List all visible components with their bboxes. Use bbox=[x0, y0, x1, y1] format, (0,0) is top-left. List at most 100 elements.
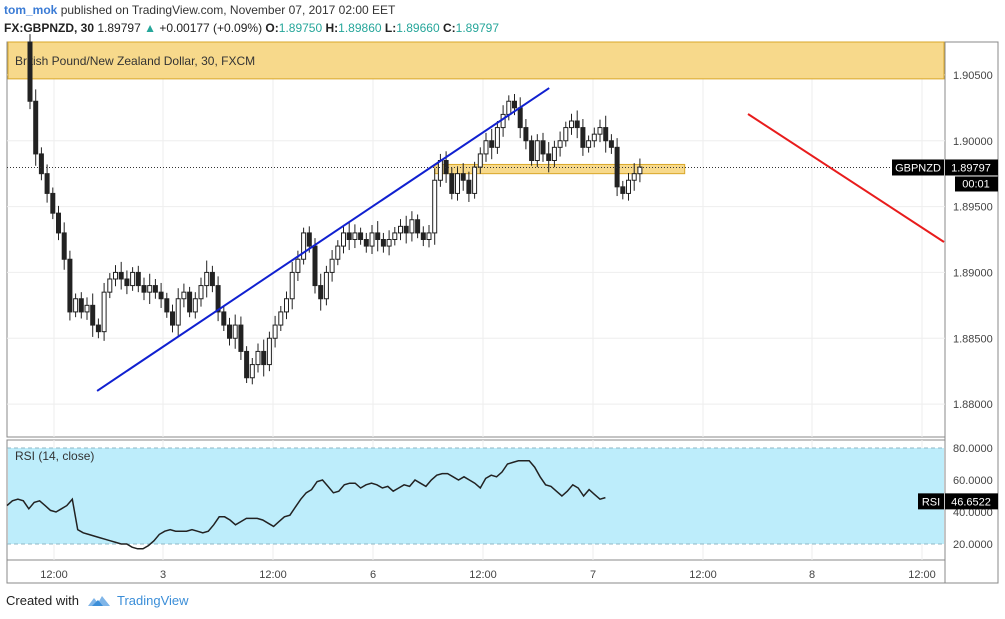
candle-body bbox=[358, 232, 364, 241]
price-axis bbox=[944, 41, 999, 584]
candle-body bbox=[363, 239, 369, 247]
candle-body bbox=[335, 245, 341, 260]
y-tick-label: 1.89000 bbox=[953, 267, 993, 279]
rsi-tick-label: 20.0000 bbox=[953, 539, 993, 551]
candle-body bbox=[563, 127, 569, 142]
up-arrow-icon: ▲ bbox=[144, 21, 156, 35]
candle-body bbox=[67, 258, 73, 313]
candle-body bbox=[284, 298, 289, 313]
rsi-label-badge bbox=[918, 493, 944, 510]
candle-body bbox=[569, 120, 574, 129]
candle-body bbox=[306, 232, 312, 247]
price-badge bbox=[945, 159, 998, 176]
candle-body bbox=[626, 179, 631, 194]
candle-body bbox=[432, 179, 438, 234]
candle-body bbox=[232, 324, 238, 339]
x-tick-label: 8 bbox=[809, 569, 815, 581]
candle-body bbox=[124, 278, 130, 287]
candle-body bbox=[272, 324, 278, 339]
candle-body bbox=[278, 311, 284, 326]
low-label: L: bbox=[384, 21, 397, 35]
candle-body bbox=[386, 239, 392, 247]
candle-body bbox=[295, 258, 301, 273]
candle-body bbox=[73, 298, 79, 313]
candle-body bbox=[494, 127, 500, 148]
x-tick-label: 12:00 bbox=[259, 569, 287, 581]
candle-body bbox=[135, 271, 141, 287]
x-tick-label: 6 bbox=[370, 569, 376, 581]
candle-body bbox=[238, 324, 244, 352]
candle-body bbox=[483, 140, 489, 155]
candle-body bbox=[27, 41, 33, 102]
author-name[interactable]: tom_mok bbox=[4, 3, 58, 17]
price-badge-value: 1.89797 bbox=[951, 162, 991, 174]
candle-body bbox=[341, 232, 346, 247]
candle-body bbox=[107, 278, 113, 293]
red-line bbox=[747, 113, 945, 243]
rsi-band bbox=[8, 448, 944, 544]
candle-body bbox=[33, 100, 39, 155]
price-change: +0.00177 (+0.09%) bbox=[159, 21, 263, 35]
candle-body bbox=[392, 232, 398, 241]
candle-body bbox=[346, 232, 352, 241]
candle-body bbox=[375, 232, 381, 241]
candle-body bbox=[204, 271, 210, 287]
high-label: H: bbox=[325, 21, 339, 35]
y-tick-label: 1.90500 bbox=[953, 70, 993, 82]
candle-body bbox=[323, 271, 329, 300]
candle-body bbox=[580, 127, 586, 148]
candle-body bbox=[546, 153, 552, 162]
candle-body bbox=[637, 166, 643, 175]
high-value: 1.89860 bbox=[338, 21, 382, 35]
rsi-value-badge-text: 46.6522 bbox=[951, 496, 991, 508]
candle-body bbox=[631, 173, 637, 181]
candle-body bbox=[170, 311, 175, 326]
candle-body bbox=[50, 192, 56, 214]
candle-body bbox=[420, 232, 426, 241]
open-value: 1.89750 bbox=[278, 21, 323, 35]
candle-body bbox=[249, 364, 255, 379]
candle-body bbox=[380, 239, 386, 247]
trendline bbox=[96, 87, 550, 392]
candle-body bbox=[301, 232, 307, 260]
candle-body bbox=[437, 160, 443, 181]
rsi-label-badge-text: RSI bbox=[922, 496, 940, 508]
candle-body bbox=[409, 219, 415, 234]
candle-body bbox=[329, 258, 335, 273]
chart-header: tom_mok published on TradingView.com, No… bbox=[4, 2, 994, 38]
candle-body bbox=[209, 271, 215, 287]
rsi-tick-label: 40.0000 bbox=[953, 507, 993, 519]
timer-badge bbox=[955, 176, 998, 192]
candle-body bbox=[557, 140, 563, 148]
candle-body bbox=[489, 140, 495, 148]
candle-body bbox=[517, 107, 523, 129]
resistance-zone bbox=[7, 41, 945, 80]
low-value: 1.89660 bbox=[396, 21, 440, 35]
candle-body bbox=[38, 153, 44, 175]
candle-body bbox=[78, 298, 84, 313]
symbol-badge bbox=[892, 159, 944, 176]
brand-link[interactable]: TradingView bbox=[116, 593, 189, 608]
last-price: 1.89797 bbox=[97, 21, 141, 35]
candle-body bbox=[152, 285, 158, 293]
rsi-title: RSI (14, close) bbox=[15, 449, 94, 463]
timer-badge-value: 00:01 bbox=[962, 178, 990, 190]
candle-body bbox=[95, 324, 101, 333]
rsi-tick-label: 60.0000 bbox=[953, 475, 993, 487]
created-with-text: Created with bbox=[6, 593, 79, 608]
candle-body bbox=[352, 232, 358, 241]
candle-body bbox=[540, 140, 546, 155]
candle-body bbox=[141, 285, 147, 293]
close-value: 1.89797 bbox=[455, 21, 500, 35]
price-pane bbox=[6, 41, 946, 438]
candle-body bbox=[603, 127, 609, 142]
candle-body bbox=[586, 140, 592, 148]
y-tick-label: 1.88000 bbox=[953, 399, 993, 411]
rsi-value-badge bbox=[945, 493, 998, 510]
candle-body bbox=[84, 304, 90, 313]
candle-body bbox=[61, 232, 67, 260]
candle-body bbox=[472, 166, 478, 194]
candle-body bbox=[192, 298, 198, 313]
candle-body bbox=[181, 291, 187, 300]
